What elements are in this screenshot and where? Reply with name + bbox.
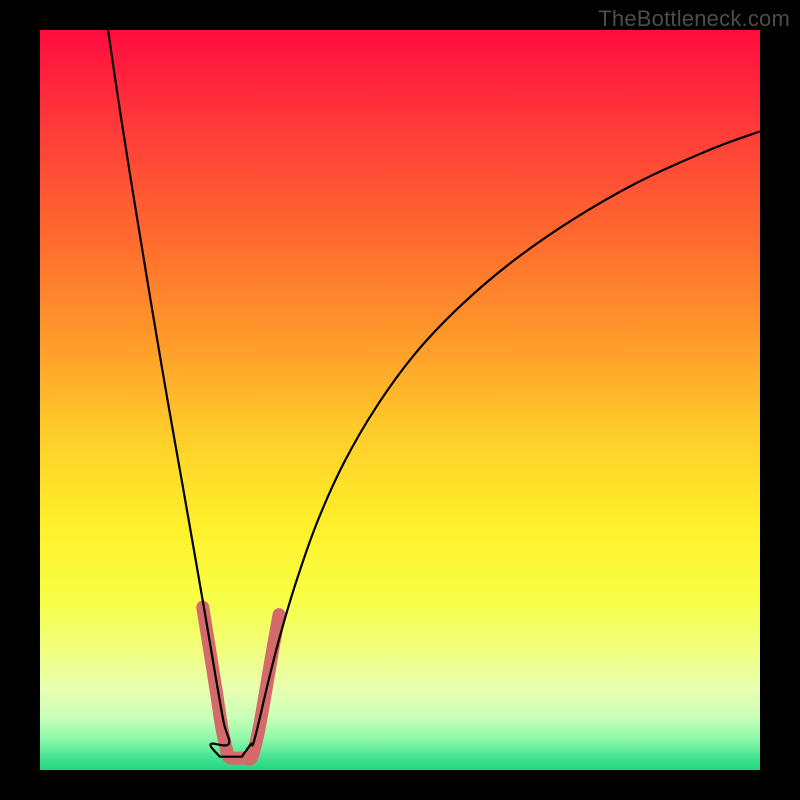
chart-container: TheBottleneck.com xyxy=(0,0,800,800)
plot-background xyxy=(40,30,760,770)
watermark-text: TheBottleneck.com xyxy=(598,6,790,32)
bottleneck-chart xyxy=(0,0,800,800)
